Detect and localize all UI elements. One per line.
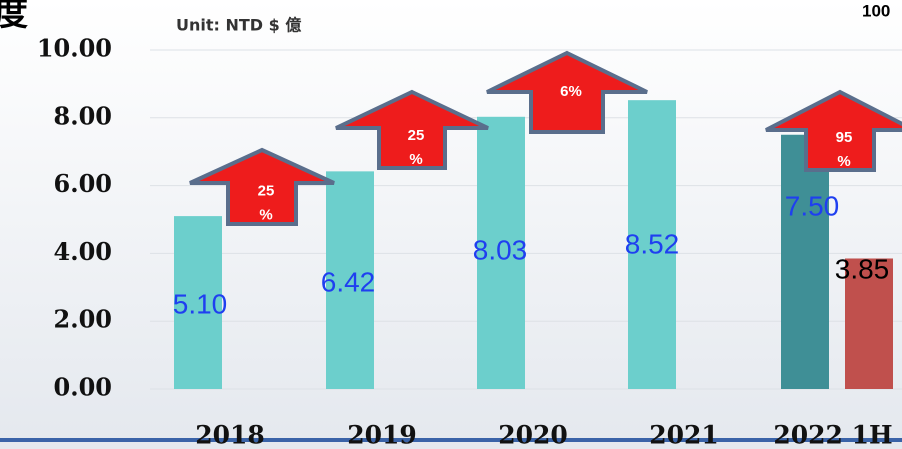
growth-label: % bbox=[837, 153, 850, 170]
x-tick-label: 2020 bbox=[498, 421, 568, 449]
bar bbox=[628, 100, 676, 389]
value-label: 8.03 bbox=[473, 234, 528, 265]
y-tick-label: 8.00 bbox=[54, 101, 112, 130]
growth-label: % bbox=[409, 151, 422, 168]
y-tick-label: 10.00 bbox=[37, 34, 112, 63]
x-tick-label: 2022 1H bbox=[773, 421, 892, 449]
y-tick-label: 4.00 bbox=[54, 237, 112, 266]
bar bbox=[174, 216, 222, 389]
y-tick-label: 0.00 bbox=[54, 373, 112, 402]
value-label: 8.52 bbox=[625, 228, 680, 259]
growth-arrow bbox=[765, 89, 902, 172]
corner-text: 100 bbox=[862, 1, 890, 20]
growth-label: 95 bbox=[836, 129, 853, 146]
growth-label: 25 bbox=[258, 182, 275, 199]
growth-label: 6% bbox=[560, 83, 582, 100]
growth-arrow bbox=[486, 50, 648, 134]
bar bbox=[326, 171, 374, 389]
growth-arrow bbox=[189, 147, 335, 226]
x-tick-label: 2021 bbox=[649, 421, 719, 449]
growth-label: 25 bbox=[408, 127, 425, 144]
value-label: 6.42 bbox=[321, 266, 376, 297]
y-tick-label: 6.00 bbox=[54, 169, 112, 198]
growth-label: % bbox=[259, 206, 272, 223]
x-tick-label: 2018 bbox=[195, 421, 265, 449]
bar bbox=[845, 258, 893, 389]
bar bbox=[477, 116, 525, 390]
value-label: 3.85 bbox=[835, 253, 890, 284]
growth-arrow bbox=[335, 89, 489, 170]
bottom-band bbox=[0, 438, 902, 442]
unit-label: Unit: NTD $ 億 bbox=[176, 16, 301, 35]
x-tick-label: 2019 bbox=[347, 421, 417, 449]
corner-text: 度 bbox=[0, 0, 28, 34]
y-tick-label: 2.00 bbox=[54, 305, 112, 334]
bar bbox=[781, 134, 829, 389]
value-label: 7.50 bbox=[785, 190, 840, 221]
value-label: 5.10 bbox=[173, 288, 228, 319]
